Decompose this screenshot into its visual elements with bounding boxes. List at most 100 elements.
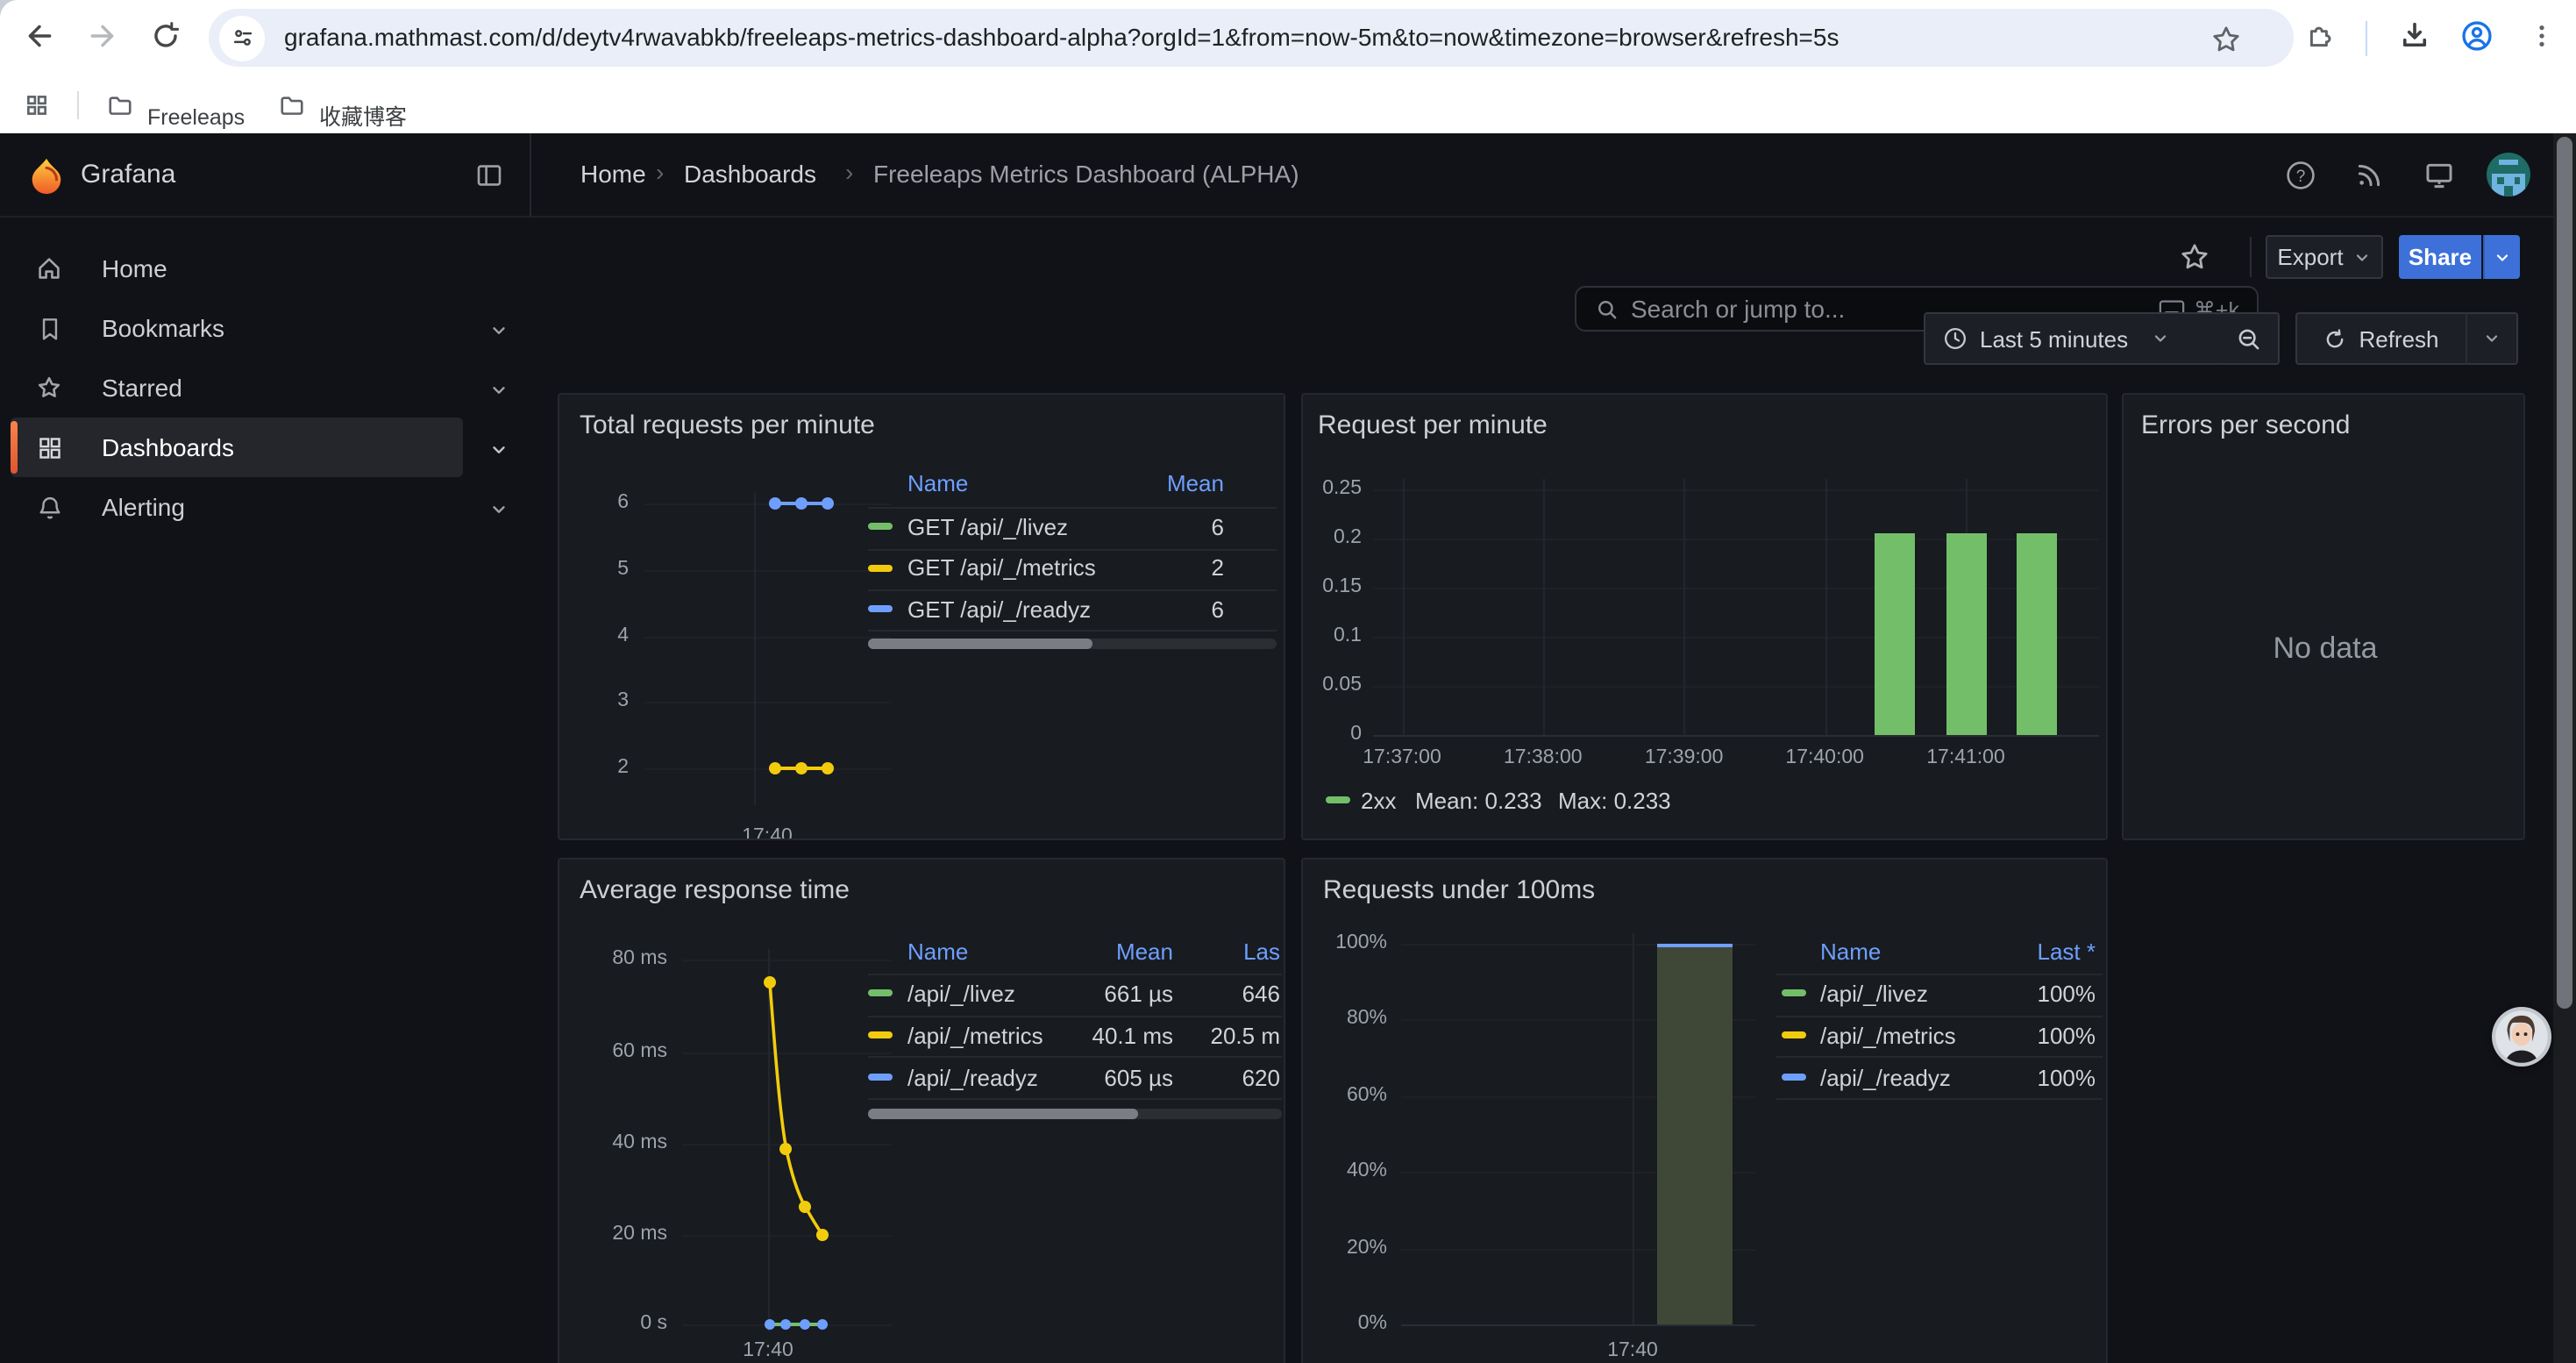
help-icon[interactable]: ? [2283, 158, 2316, 191]
sidebar-item-bookmarks[interactable]: Bookmarks [0, 298, 530, 358]
data-point[interactable] [794, 762, 807, 774]
y-tick: 5 [576, 559, 629, 582]
time-range-picker[interactable]: Last 5 minutes [1924, 312, 2220, 365]
bookmark-folder-freeleaps[interactable]: Freeleaps [147, 105, 245, 130]
breadcrumb-home[interactable]: Home [580, 160, 646, 188]
data-point[interactable] [769, 762, 781, 774]
legend-swatch-green[interactable] [1325, 796, 1349, 803]
y-tick: 0 [1307, 724, 1362, 746]
folder-icon[interactable] [105, 91, 133, 119]
bar-2xx[interactable] [1875, 533, 1915, 735]
refresh-interval-dropdown[interactable] [2466, 312, 2518, 365]
data-point[interactable] [821, 497, 833, 510]
legend-col-mean[interactable]: Mean [868, 470, 1224, 496]
news-rss-icon[interactable] [2353, 158, 2387, 191]
user-avatar[interactable] [2487, 153, 2530, 196]
menu-kebab-icon[interactable] [2525, 18, 2557, 53]
forward-icon[interactable] [84, 18, 119, 53]
avatar-pixel [2499, 160, 2518, 165]
legend-separator [868, 506, 1277, 508]
share-button[interactable]: Share [2399, 235, 2481, 279]
grafana-header: Grafana Home › Dashboards › Freeleaps Me… [0, 133, 2576, 218]
bell-icon [35, 493, 63, 521]
refresh-button[interactable]: Refresh [2295, 312, 2467, 365]
data-point[interactable] [763, 975, 775, 988]
sidebar-item-alerting[interactable]: Alerting [0, 477, 530, 537]
data-point[interactable] [780, 1319, 791, 1330]
panel-title[interactable]: Errors per second [2141, 410, 2350, 442]
downloads-icon[interactable] [2397, 18, 2432, 53]
data-point[interactable] [769, 497, 781, 510]
data-point[interactable] [816, 1229, 829, 1241]
data-point[interactable] [800, 1319, 810, 1330]
panel-avg-response-time[interactable]: Average response time 80 ms 60 ms 40 ms … [557, 857, 1284, 1363]
panel-errors-per-second[interactable]: Errors per second No data [2122, 393, 2525, 839]
legend-table: Name Mean Las /api/_/livez 661 µs 646 /a… [868, 859, 1282, 1139]
folder-icon[interactable] [277, 91, 305, 119]
clock-icon [1943, 326, 1968, 351]
legend-col-last[interactable]: Las [868, 938, 1280, 964]
gridline [1373, 686, 2099, 688]
grafana-logo[interactable] [25, 154, 67, 196]
legend-scrollbar-thumb[interactable] [868, 639, 1092, 649]
bookmark-icon [35, 314, 63, 342]
sidebar-item-starred[interactable]: Starred [0, 358, 530, 417]
data-point[interactable] [764, 1319, 774, 1330]
apps-grid-icon[interactable] [23, 91, 51, 119]
panel-title[interactable]: Total requests per minute [580, 410, 875, 442]
panel-title[interactable]: Requests under 100ms [1323, 874, 1595, 906]
bar-2xx[interactable] [2017, 533, 2057, 735]
panel-requests-under-100ms[interactable]: Requests under 100ms 100% 80% 60% 40% 20… [1300, 857, 2108, 1363]
url-bar[interactable]: grafana.mathmast.com/d/deytv4rwavabkb/fr… [209, 9, 2294, 67]
area-100pct[interactable] [1657, 943, 1733, 1324]
panel-total-requests[interactable]: Total requests per minute 6 5 4 3 2 17:4… [557, 393, 1284, 839]
reload-icon[interactable] [147, 18, 182, 53]
share-dropdown-button[interactable] [2482, 235, 2519, 279]
legend-col-last[interactable]: Last * [1776, 938, 2096, 964]
back-icon[interactable] [21, 18, 56, 53]
data-point[interactable] [817, 1319, 828, 1330]
chevron-down-icon[interactable] [487, 439, 509, 460]
legend-separator [868, 973, 1282, 974]
panel-request-per-minute[interactable]: Request per minute 0.25 0.2 0.15 0.1 0.0… [1300, 393, 2108, 839]
sidebar-item-dashboards[interactable]: Dashboards [0, 417, 530, 477]
page-scrollbar-thumb[interactable] [2557, 137, 2572, 1009]
avatar-pixel [2504, 186, 2513, 196]
chevron-down-icon [2483, 330, 2501, 347]
zoom-out-button[interactable] [2218, 312, 2280, 365]
data-point[interactable] [799, 1201, 811, 1213]
y-tick: 20 ms [590, 1224, 667, 1246]
toolbar-divider [2250, 237, 2252, 277]
panel-title[interactable]: Request per minute [1318, 410, 1548, 442]
data-point[interactable] [794, 497, 807, 510]
legend-series[interactable]: 2xx [1361, 788, 1396, 814]
legend-scrollbar-thumb[interactable] [868, 1108, 1138, 1118]
chevron-down-icon[interactable] [487, 379, 509, 400]
bookmark-folder-blogs[interactable]: 收藏博客 [319, 105, 407, 130]
extensions-icon[interactable] [2302, 18, 2338, 53]
search-icon [1594, 296, 1619, 321]
sidebar-item-home[interactable]: Home [0, 239, 530, 298]
sidebar-toggle-icon[interactable] [473, 160, 505, 191]
breadcrumb-dashboards[interactable]: Dashboards [684, 160, 816, 188]
data-point[interactable] [821, 762, 833, 774]
y-tick: 3 [576, 690, 629, 713]
y-tick: 4 [576, 624, 629, 647]
floating-assistant-avatar[interactable] [2492, 1007, 2551, 1067]
data-point[interactable] [779, 1143, 792, 1155]
grafana-brand[interactable]: Grafana [81, 160, 175, 189]
chevron-down-icon[interactable] [487, 319, 509, 340]
favorite-star-icon[interactable] [2180, 242, 2210, 272]
site-settings-icon[interactable] [219, 15, 265, 61]
panel-title[interactable]: Average response time [580, 874, 850, 906]
profile-icon[interactable] [2459, 18, 2494, 53]
y-tick: 2 [576, 757, 629, 780]
bar-2xx[interactable] [1946, 533, 1986, 735]
url-text[interactable]: grafana.mathmast.com/d/deytv4rwavabkb/fr… [284, 23, 2266, 51]
legend-separator [868, 1098, 1282, 1100]
export-button[interactable]: Export [2266, 235, 2383, 279]
chevron-down-icon[interactable] [487, 498, 509, 519]
y-tick: 0.2 [1307, 526, 1362, 549]
monitor-kiosk-icon[interactable] [2422, 158, 2457, 191]
bookmark-star-icon[interactable] [2208, 21, 2243, 56]
